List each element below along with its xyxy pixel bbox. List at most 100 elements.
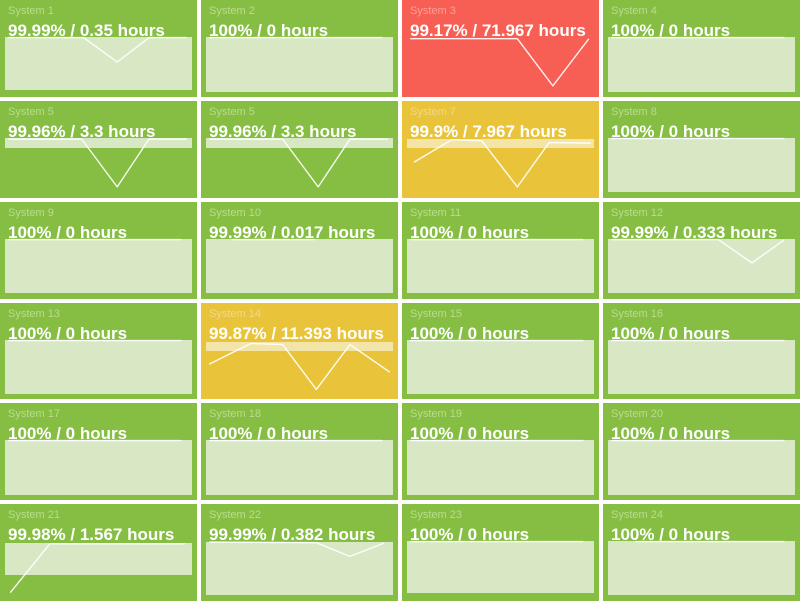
uptime-sparkline <box>206 541 393 598</box>
sparkline-area <box>5 37 192 90</box>
uptime-stat: 100% / 0 hours <box>8 222 128 242</box>
uptime-stat: 100% / 0 hours <box>410 222 530 242</box>
system-tile[interactable]: System 24 100% / 0 hours <box>603 504 800 601</box>
system-tile[interactable]: System 22 99.99% / 0.382 hours <box>201 504 398 601</box>
system-tile[interactable]: System 8 100% / 0 hours <box>603 100 800 198</box>
uptime-sparkline <box>608 137 795 195</box>
system-name: System 9 <box>8 206 54 219</box>
uptime-sparkline <box>206 138 393 195</box>
sparkline-line <box>206 340 393 397</box>
system-name: System 10 <box>209 206 261 219</box>
uptime-sparkline <box>5 339 192 397</box>
sparkline-line <box>5 239 192 296</box>
sparkline-area <box>608 440 795 495</box>
uptime-sparkline <box>5 440 192 497</box>
system-name: System 18 <box>209 408 261 421</box>
system-tile[interactable]: System 7 99.9% / 7.967 hours <box>402 100 599 198</box>
uptime-sparkline <box>608 37 795 94</box>
system-name: System 12 <box>611 206 663 219</box>
system-name: System 16 <box>611 307 663 320</box>
system-tile[interactable]: System 10 99.99% / 0.017 hours <box>201 201 398 299</box>
uptime-stat: 99.96% / 3.3 hours <box>209 121 357 141</box>
uptime-sparkline <box>407 541 594 598</box>
sparkline-line <box>608 37 795 94</box>
uptime-stat: 99.87% / 11.393 hours <box>209 323 384 343</box>
sparkline-area <box>206 440 393 495</box>
uptime-stat: 100% / 0 hours <box>611 121 731 141</box>
uptime-stat: 100% / 0 hours <box>8 424 128 444</box>
system-tile[interactable]: System 4 100% / 0 hours <box>603 0 800 97</box>
system-name: System 22 <box>209 509 261 522</box>
system-tile[interactable]: System 23 100% / 0 hours <box>402 504 599 601</box>
uptime-sparkline <box>206 37 393 94</box>
sparkline-area <box>5 440 192 495</box>
system-name: System 5 <box>209 105 255 118</box>
uptime-sparkline <box>407 37 594 94</box>
sparkline-area <box>206 138 393 149</box>
sparkline-line <box>5 138 192 195</box>
uptime-sparkline <box>608 238 795 296</box>
uptime-stat: 99.99% / 0.333 hours <box>611 222 778 242</box>
sparkline-line <box>407 37 594 94</box>
uptime-sparkline <box>206 340 393 397</box>
uptime-stat: 100% / 0 hours <box>209 424 329 444</box>
sparkline-line <box>206 541 393 598</box>
system-tile[interactable]: System 21 99.98% / 1.567 hours <box>0 504 197 601</box>
uptime-sparkline <box>407 238 594 296</box>
sparkline-line <box>608 440 795 497</box>
uptime-sparkline <box>5 138 192 195</box>
uptime-stat: 99.17% / 71.967 hours <box>410 21 586 40</box>
sparkline-area <box>407 541 594 594</box>
system-name: System 19 <box>410 408 462 421</box>
system-tile[interactable]: System 2 100% / 0 hours <box>201 0 398 97</box>
uptime-stat: 100% / 0 hours <box>611 424 731 444</box>
sparkline-area <box>206 541 393 596</box>
system-tile[interactable]: System 12 99.99% / 0.333 hours <box>603 201 800 299</box>
uptime-sparkline <box>5 37 192 94</box>
sparkline-area <box>608 37 795 92</box>
uptime-sparkline <box>407 440 594 497</box>
uptime-stat: 100% / 0 hours <box>410 525 530 545</box>
system-name: System 23 <box>410 509 462 522</box>
system-tile[interactable]: System 5 99.96% / 3.3 hours <box>0 100 197 198</box>
system-name: System 21 <box>8 509 60 522</box>
uptime-stat: 100% / 0 hours <box>611 525 731 545</box>
system-tile[interactable]: System 11 100% / 0 hours <box>402 201 599 299</box>
system-tile[interactable]: System 14 99.87% / 11.393 hours <box>201 302 398 400</box>
system-name: System 15 <box>410 307 462 320</box>
sparkline-line <box>5 340 192 397</box>
sparkline-line <box>608 541 795 598</box>
sparkline-line <box>608 138 795 195</box>
system-tile[interactable]: System 15 100% / 0 hours <box>402 302 599 400</box>
system-tile[interactable]: System 13 100% / 0 hours <box>0 302 197 400</box>
system-tile[interactable]: System 1 99.99% / 0.35 hours <box>0 0 197 97</box>
uptime-sparkline <box>5 541 192 598</box>
system-tile[interactable]: System 19 100% / 0 hours <box>402 403 599 501</box>
system-tile[interactable]: System 9 100% / 0 hours <box>0 201 197 299</box>
system-tile[interactable]: System 3 99.17% / 71.967 hours <box>402 0 599 97</box>
system-tile[interactable]: System 17 100% / 0 hours <box>0 403 197 501</box>
uptime-sparkline <box>206 238 393 296</box>
sparkline-line <box>407 239 594 296</box>
sparkline-line <box>206 138 393 195</box>
system-name: System 11 <box>410 206 462 219</box>
system-name: System 2 <box>209 5 255 17</box>
uptime-stat: 99.99% / 0.017 hours <box>209 222 376 242</box>
sparkline-line <box>407 138 594 195</box>
sparkline-line <box>407 340 594 397</box>
system-tile[interactable]: System 16 100% / 0 hours <box>603 302 800 400</box>
sparkline-area <box>608 137 795 193</box>
sparkline-area <box>407 138 594 149</box>
system-name: System 8 <box>611 105 657 118</box>
system-tile[interactable]: System 20 100% / 0 hours <box>603 403 800 501</box>
system-name: System 1 <box>8 5 54 17</box>
uptime-stat: 99.99% / 0.35 hours <box>8 21 165 40</box>
system-tile[interactable]: System 5 99.96% / 3.3 hours <box>201 100 398 198</box>
system-name: System 5 <box>8 105 54 118</box>
sparkline-line <box>206 239 393 296</box>
system-tile[interactable]: System 18 100% / 0 hours <box>201 403 398 501</box>
sparkline-line <box>407 541 594 598</box>
uptime-stat: 100% / 0 hours <box>209 21 329 40</box>
uptime-sparkline <box>608 440 795 497</box>
